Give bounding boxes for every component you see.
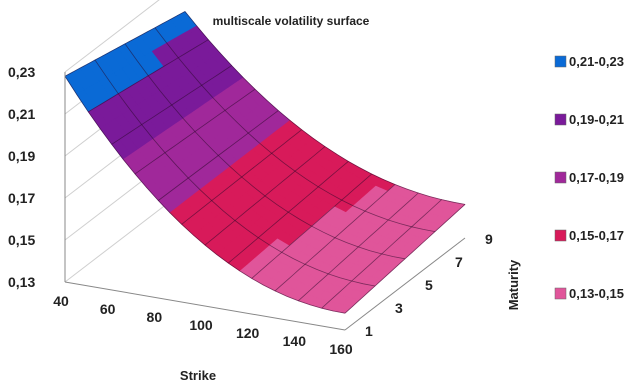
x-tick-label: 140 [283, 333, 307, 349]
legend-swatch [555, 230, 566, 241]
y-tick-label: 0,17 [8, 190, 35, 206]
legend-label: 0,21-0,23 [569, 54, 624, 69]
x-tick-label: 60 [100, 301, 116, 317]
x-tick-label: 160 [329, 341, 353, 357]
legend-label: 0,15-0,17 [569, 228, 624, 243]
x-tick-label: 40 [53, 293, 69, 309]
legend-label: 0,19-0,21 [569, 112, 624, 127]
legend-label: 0,13-0,15 [569, 286, 624, 301]
z-tick-label: 9 [485, 231, 493, 247]
y-tick-label: 0,13 [8, 274, 35, 290]
x-axis-title: Strike [180, 368, 216, 383]
x-tick-label: 80 [147, 309, 163, 325]
y-tick-label: 0,15 [8, 232, 35, 248]
chart-title: multiscale volatility surface [213, 14, 370, 28]
y-tick-label: 0,19 [8, 148, 35, 164]
x-tick-label: 100 [189, 317, 213, 333]
legend-swatch [555, 114, 566, 125]
z-tick-label: 7 [455, 254, 463, 270]
x-tick-label: 120 [236, 325, 260, 341]
y-tick-label: 0,23 [8, 64, 35, 80]
legend-swatch [555, 172, 566, 183]
surface [65, 12, 465, 314]
z-axis-title: Maturity [506, 259, 521, 310]
z-tick-label: 1 [365, 323, 373, 339]
y-tick-label: 0,21 [8, 106, 35, 122]
z-tick-label: 3 [395, 300, 403, 316]
legend-swatch [555, 56, 566, 67]
legend-label: 0,17-0,19 [569, 170, 624, 185]
legend: 0,21-0,23 0,19-0,21 0,17-0,19 0,15-0,17 0,13… [555, 54, 624, 301]
legend-swatch [555, 288, 566, 299]
z-tick-label: 5 [425, 277, 433, 293]
